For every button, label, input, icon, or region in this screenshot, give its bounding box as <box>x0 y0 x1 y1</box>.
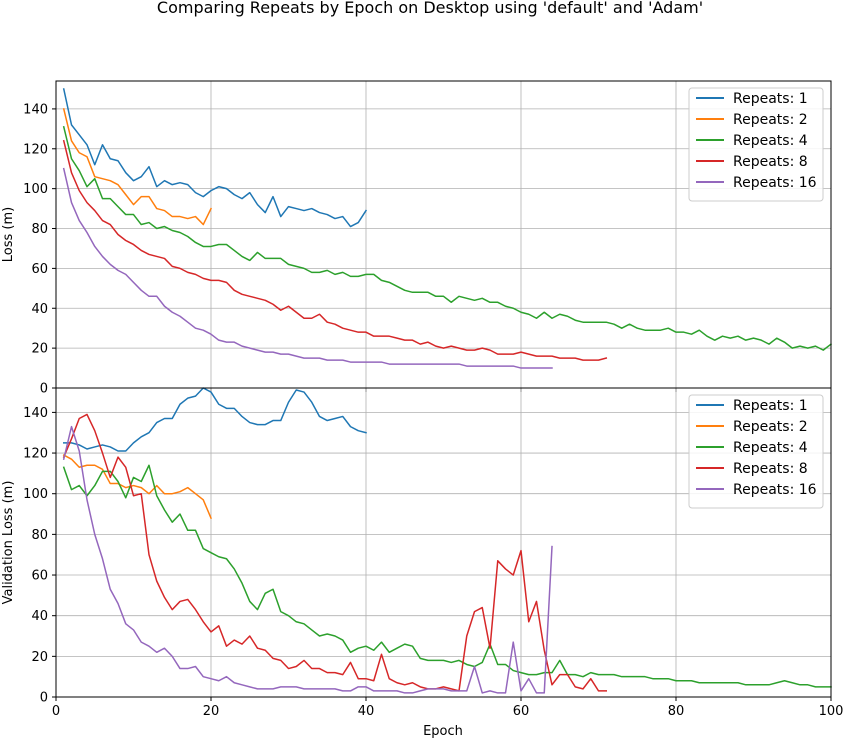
val-legend-label-2: Repeats: 2 <box>733 419 808 435</box>
val-y-tick-label: 60 <box>31 569 48 584</box>
x-tick-label: 20 <box>203 704 220 719</box>
val-series-line-1 <box>63 387 367 452</box>
loss-series-line-2 <box>62 108 213 226</box>
x-tick-label: 60 <box>513 704 530 719</box>
loss-y-tick-label: 80 <box>31 222 48 237</box>
loss-y-tick-label: 40 <box>31 302 48 317</box>
loss-series-line-3 <box>62 125 833 351</box>
loss-y-tick-label: 120 <box>23 142 48 157</box>
val-series-line-2 <box>62 454 212 520</box>
loss-y-axis-label: Loss (m) <box>1 207 16 262</box>
val-y-tick-label: 0 <box>40 691 48 706</box>
loss-series-line-1 <box>62 88 368 228</box>
val-series-line-3 <box>62 464 832 688</box>
val-y-tick-label: 40 <box>31 609 48 624</box>
val-y-axis-label: Validation Loss (m) <box>1 481 16 605</box>
val-series-line-4 <box>62 413 607 692</box>
loss-y-tick-label: 20 <box>31 342 48 357</box>
x-tick-label: 40 <box>358 704 375 719</box>
val-legend-label-1: Repeats: 1 <box>733 398 808 414</box>
x-tick-label: 80 <box>668 704 685 719</box>
loss-y-tick-label: 0 <box>40 382 48 397</box>
val-y-tick-label: 100 <box>23 487 48 502</box>
val-series-line-5 <box>62 425 553 694</box>
loss-y-tick-label: 60 <box>31 262 48 277</box>
figure-title: Comparing Repeats by Epoch on Desktop us… <box>157 0 703 17</box>
x-axis-label: Epoch <box>423 724 463 739</box>
x-tick-label: 100 <box>819 704 844 719</box>
val-axes-frame <box>55 387 832 698</box>
loss-series-line-5 <box>62 167 553 369</box>
loss-legend-label-1: Repeats: 1 <box>733 91 808 107</box>
loss-legend-box <box>688 87 824 202</box>
loss-legend: Repeats: 1 Repeats: 2 Repeats: 4 Repeats: 8… <box>688 87 824 202</box>
val-y-tick-label: 80 <box>31 528 48 543</box>
loss-legend-label-5: Repeats: 16 <box>733 175 817 191</box>
loss-legend-label-3: Repeats: 4 <box>733 133 808 149</box>
loss-y-tick-label: 140 <box>23 102 48 117</box>
loss-series-line-4 <box>62 139 608 361</box>
val-legend-label-4: Repeats: 8 <box>733 461 808 477</box>
loss-legend-label-2: Repeats: 2 <box>733 112 808 128</box>
val-y-tick-label: 120 <box>23 447 48 462</box>
validation-loss-axes: 0 20 40 60 80 100 120 140 0 20 40 60 80 100 Validation… <box>1 387 844 719</box>
loss-legend-label-4: Repeats: 8 <box>733 154 808 170</box>
loss-y-tick-label: 100 <box>23 182 48 197</box>
val-y-tick-label: 140 <box>23 406 48 421</box>
val-legend-label-5: Repeats: 16 <box>733 482 817 498</box>
val-legend: Repeats: 1 Repeats: 2 Repeats: 4 Repeats: 8… <box>688 394 824 509</box>
val-legend-label-3: Repeats: 4 <box>733 440 808 456</box>
val-y-tick-label: 20 <box>31 650 48 665</box>
x-tick-label: 0 <box>52 704 60 719</box>
val-legend-box <box>688 394 824 509</box>
